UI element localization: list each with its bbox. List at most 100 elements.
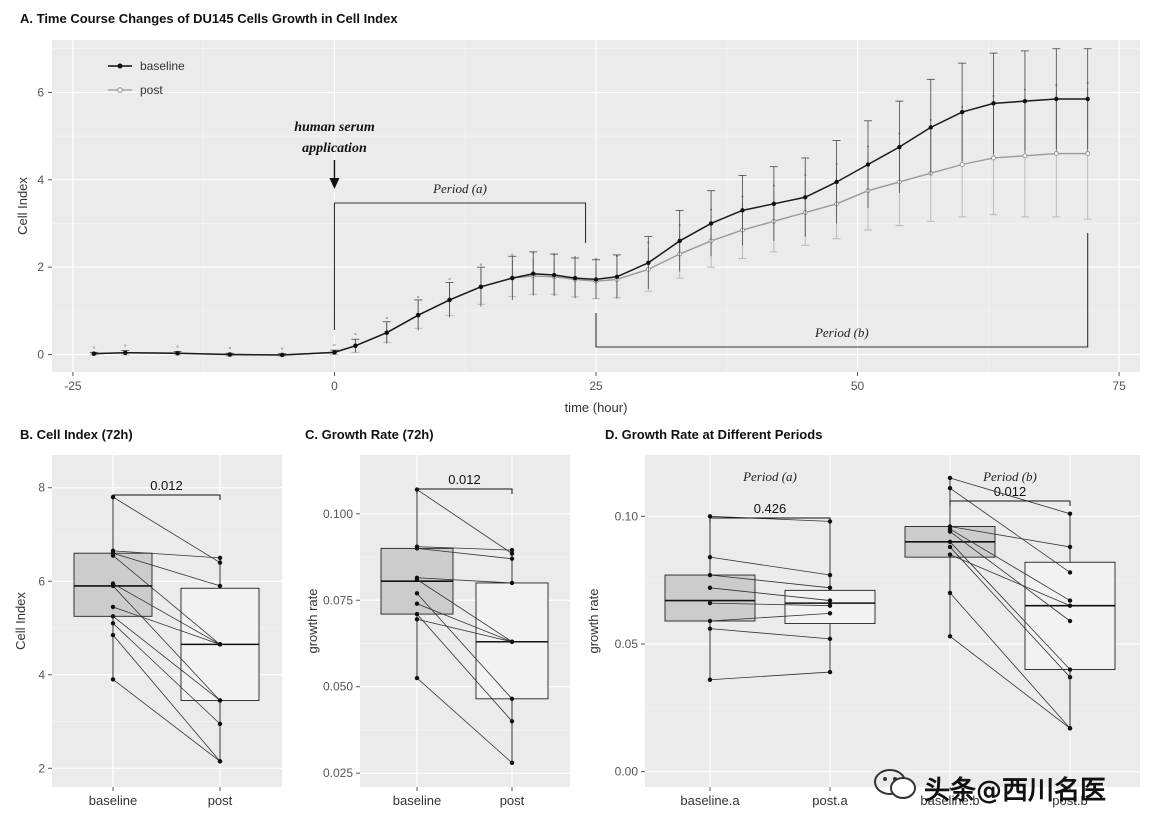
baseline-data-point [1054, 96, 1059, 102]
panel-d-xtick-label: post.b [1052, 793, 1087, 808]
panel-d-b-pvalue: 0.012 [994, 484, 1027, 499]
panel-d-title: D. Growth Rate at Different Periods [605, 427, 822, 442]
panel-d-b-point-post [1067, 603, 1073, 608]
baseline-data-point [677, 238, 682, 244]
panel-c-significance-bracket [416, 488, 513, 494]
panel-d-box-baseline.a [664, 574, 756, 622]
period-b-label: Period (b) [814, 325, 869, 340]
post-error-marker: ° [228, 346, 231, 354]
panel-b-point-baseline [110, 677, 116, 682]
panel-b-significance-bracket [112, 494, 221, 500]
panel-d-a-point-baseline [707, 554, 713, 560]
panel-b-pair-line [112, 555, 221, 645]
post-error-marker: ° [124, 344, 127, 352]
panel-b-point-post [217, 721, 223, 727]
panel-d-b-point-post [1067, 618, 1073, 624]
post-error-marker: ° [385, 316, 388, 324]
panel-b-ytick-label: 4 [38, 668, 45, 682]
panel-d-b-point-baseline [947, 552, 953, 557]
baseline-data-point [447, 297, 452, 303]
panel-d-b-pair-line [949, 554, 1071, 607]
panel-c-point-post [509, 547, 515, 553]
panel-b-point-post [217, 583, 223, 589]
panel-b-pvalue: 0.012 [150, 478, 183, 493]
panel-a-xtick-label: 50 [851, 379, 865, 393]
panel-b-point-baseline [110, 583, 116, 589]
panel-d-b-point-baseline [947, 529, 953, 534]
panel-d-b-point-post [1067, 570, 1073, 575]
panel-d-b-point-baseline [947, 544, 953, 550]
panel-c-ytick-label: 0.050 [323, 680, 353, 694]
baseline-data-point [614, 274, 620, 279]
panel-c-point-post [509, 556, 515, 561]
baseline-data-point [478, 284, 484, 290]
panel-c-point-post [509, 696, 515, 702]
baseline-data-point [353, 343, 358, 348]
baseline-data-point [897, 144, 902, 150]
panel-d-b-point-post [1067, 511, 1073, 516]
panel-c-pair-line [416, 593, 513, 700]
post-data-point [991, 155, 996, 161]
period-a-bracket [333, 202, 587, 330]
panel-d-ytick-label: 0.00 [615, 765, 639, 779]
baseline-data-point [415, 313, 421, 318]
panel-b-point-baseline [110, 632, 116, 638]
wechat-icon [874, 769, 916, 799]
panel-b-point-post [217, 560, 223, 565]
post-error-marker: ° [480, 262, 483, 270]
panel-d-b-point-baseline [947, 475, 953, 481]
panel-c-point-baseline [414, 617, 420, 622]
baseline-data-point [991, 101, 996, 106]
panel-a-ytick-label: 2 [37, 260, 44, 274]
panel-c-pvalue: 0.012 [448, 472, 481, 487]
panel-d-a-significance-bracket [709, 517, 831, 523]
panel-d-b-point-post [1067, 726, 1073, 731]
panel-d-b-point-baseline [947, 634, 953, 639]
panel-a-xtick-label: 25 [589, 379, 603, 393]
panel-c-point-baseline [414, 675, 420, 681]
post-data-point [1022, 153, 1028, 159]
panel-d-b-point-post [1067, 544, 1073, 550]
panel-d-b-pair-line [949, 528, 1071, 601]
panel-c-pair-line [416, 579, 513, 643]
serum-arrow-head [329, 178, 340, 189]
baseline-data-point [551, 272, 557, 278]
panel-d-box-post.b [1024, 561, 1116, 670]
baseline-data-point [227, 352, 233, 357]
baseline-data-point [1085, 96, 1090, 102]
panel-d-xtick-label: post.a [812, 793, 848, 808]
panel-b-ytick-label: 2 [38, 761, 45, 775]
panel-d-a-point-baseline [707, 677, 713, 682]
panel-b-pair-line [112, 616, 221, 701]
baseline-data-point [593, 277, 599, 282]
post-error-marker: ° [354, 332, 357, 340]
baseline-data-point [708, 221, 714, 226]
panel-b-point-baseline [110, 621, 116, 626]
panel-c-pair-line [416, 603, 513, 643]
panel-d-xtick-label: baseline.b [920, 793, 979, 808]
panel-c-pair-line [416, 489, 513, 554]
panel-d-b-pair-line [949, 531, 1071, 622]
panel-d-a-point-post [827, 669, 833, 675]
panel-a-title: A. Time Course Changes of DU145 Cells Gr… [20, 11, 398, 26]
panel-d-a-pair-line [709, 602, 831, 607]
panel-b-pair-line [112, 606, 221, 645]
panel-d-a-point-baseline [707, 572, 713, 578]
panel-b-point-post [217, 555, 223, 561]
panel-d-a-point-baseline [707, 626, 713, 631]
panel-b-ylabel: Cell Index [13, 592, 28, 650]
panel-d-a-point-baseline [707, 618, 713, 624]
panel-d-a-pair-line [709, 556, 831, 576]
panel-b-xtick-label: baseline [89, 793, 137, 808]
post-data-point [959, 162, 965, 167]
panel-d-b-point-baseline [947, 486, 953, 491]
panel-c-ytick-label: 0.025 [323, 766, 353, 780]
legend-post-label: post [140, 83, 163, 97]
panel-d-a-pair-line [709, 574, 831, 589]
baseline-data-point [865, 162, 871, 167]
panel-b-pair-line [112, 679, 221, 762]
panel-d-a-pair-line [709, 515, 831, 522]
post-error-marker: ° [448, 277, 451, 285]
baseline-series-line [93, 98, 1088, 356]
panel-b-ytick-label: 6 [38, 574, 45, 588]
